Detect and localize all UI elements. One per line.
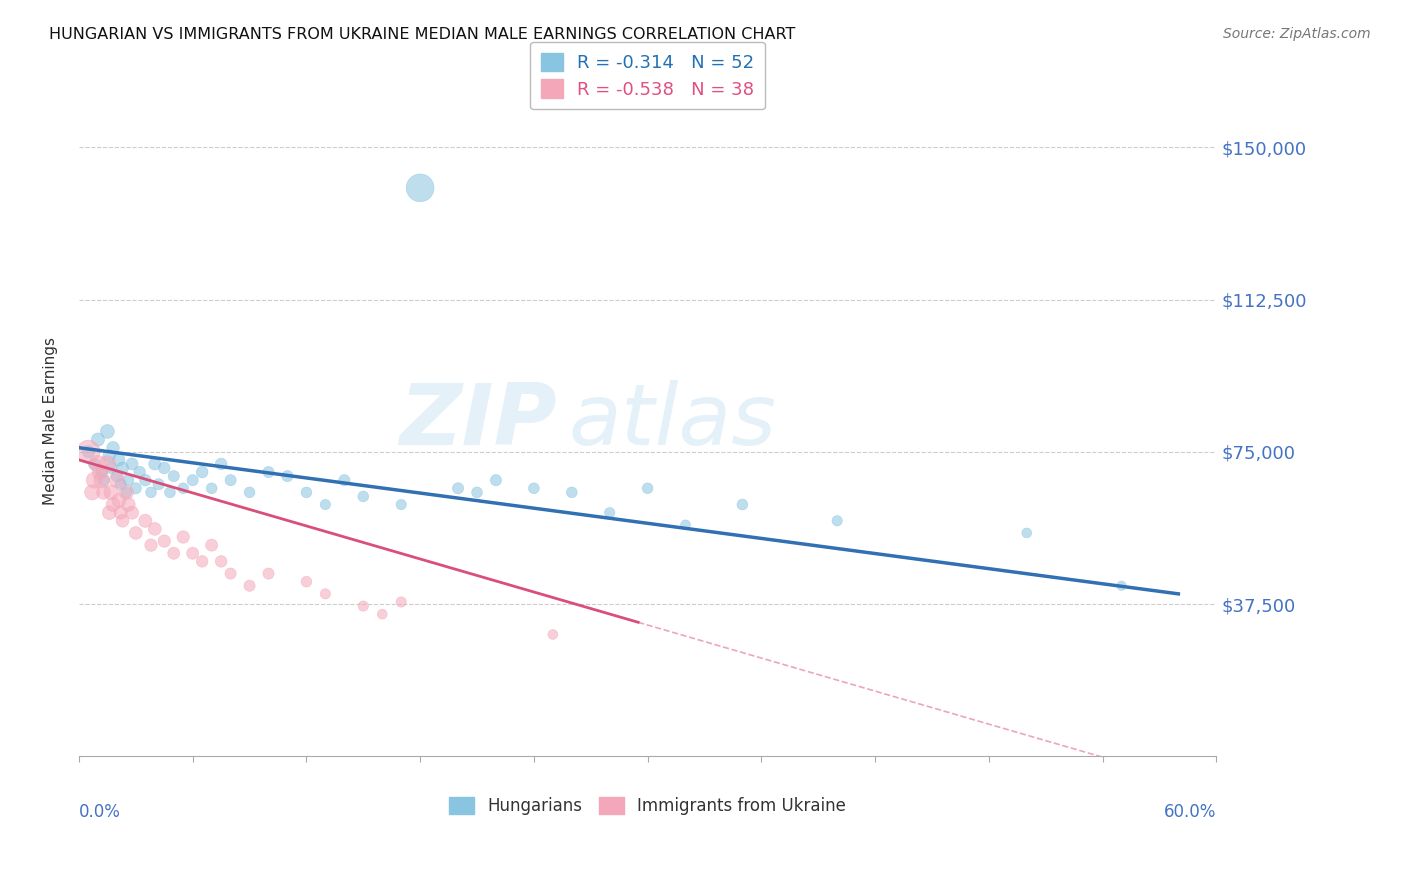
- Point: [98, 449, 121, 463]
- Legend: Hungarians, Immigrants from Ukraine: Hungarians, Immigrants from Ukraine: [443, 790, 853, 822]
- Point: [110, 477, 132, 491]
- Point: [295, 574, 318, 589]
- Point: [485, 473, 508, 487]
- Point: [89, 465, 111, 479]
- Point: [82, 485, 104, 500]
- Point: [409, 181, 432, 195]
- Point: [209, 457, 232, 471]
- Point: [153, 461, 176, 475]
- Point: [153, 534, 176, 549]
- Point: [209, 554, 232, 568]
- Point: [276, 469, 298, 483]
- Point: [201, 481, 224, 495]
- Point: [219, 566, 242, 581]
- Point: [447, 481, 470, 495]
- Text: ZIP: ZIP: [399, 380, 557, 463]
- Point: [87, 433, 110, 447]
- Point: [139, 485, 162, 500]
- Point: [238, 579, 260, 593]
- Point: [352, 490, 374, 504]
- Point: [181, 546, 204, 560]
- Point: [352, 599, 374, 613]
- Point: [599, 506, 621, 520]
- Point: [465, 485, 488, 500]
- Point: [523, 481, 546, 495]
- Point: [143, 457, 166, 471]
- Point: [107, 493, 129, 508]
- Text: 60.0%: 60.0%: [1164, 803, 1216, 822]
- Point: [93, 485, 115, 500]
- Point: [172, 481, 194, 495]
- Point: [134, 514, 156, 528]
- Point: [128, 465, 150, 479]
- Point: [139, 538, 162, 552]
- Point: [110, 506, 132, 520]
- Point: [96, 457, 118, 471]
- Text: 0.0%: 0.0%: [79, 803, 121, 822]
- Point: [1015, 525, 1038, 540]
- Point: [219, 473, 242, 487]
- Point: [83, 457, 105, 471]
- Point: [90, 473, 112, 487]
- Point: [389, 595, 412, 609]
- Point: [159, 485, 181, 500]
- Point: [93, 473, 115, 487]
- Point: [100, 461, 122, 475]
- Point: [371, 607, 394, 622]
- Point: [111, 461, 134, 475]
- Y-axis label: Median Male Earnings: Median Male Earnings: [44, 337, 58, 505]
- Point: [121, 457, 143, 471]
- Point: [731, 498, 754, 512]
- Point: [100, 485, 122, 500]
- Point: [163, 469, 186, 483]
- Point: [172, 530, 194, 544]
- Point: [101, 498, 124, 512]
- Point: [257, 465, 280, 479]
- Point: [115, 485, 138, 500]
- Text: Source: ZipAtlas.com: Source: ZipAtlas.com: [1223, 27, 1371, 41]
- Point: [389, 498, 412, 512]
- Point: [105, 473, 128, 487]
- Point: [825, 514, 848, 528]
- Point: [98, 506, 121, 520]
- Text: HUNGARIAN VS IMMIGRANTS FROM UKRAINE MEDIAN MALE EARNINGS CORRELATION CHART: HUNGARIAN VS IMMIGRANTS FROM UKRAINE MED…: [49, 27, 796, 42]
- Point: [541, 627, 564, 641]
- Point: [77, 444, 100, 458]
- Point: [163, 546, 186, 560]
- Point: [201, 538, 224, 552]
- Point: [90, 465, 112, 479]
- Point: [121, 506, 143, 520]
- Point: [1111, 579, 1133, 593]
- Point: [295, 485, 318, 500]
- Point: [117, 498, 139, 512]
- Point: [181, 473, 204, 487]
- Text: atlas: atlas: [568, 380, 776, 463]
- Point: [125, 481, 148, 495]
- Point: [257, 566, 280, 581]
- Point: [314, 587, 336, 601]
- Point: [117, 473, 139, 487]
- Point: [191, 465, 214, 479]
- Point: [77, 444, 100, 458]
- Point: [333, 473, 356, 487]
- Point: [96, 425, 118, 439]
- Point: [314, 498, 336, 512]
- Point: [107, 453, 129, 467]
- Point: [561, 485, 583, 500]
- Point: [134, 473, 156, 487]
- Point: [105, 469, 128, 483]
- Point: [238, 485, 260, 500]
- Point: [148, 477, 170, 491]
- Point: [191, 554, 214, 568]
- Point: [115, 485, 138, 500]
- Point: [675, 517, 697, 532]
- Point: [83, 473, 105, 487]
- Point: [143, 522, 166, 536]
- Point: [637, 481, 659, 495]
- Point: [111, 514, 134, 528]
- Point: [101, 441, 124, 455]
- Point: [87, 457, 110, 471]
- Point: [125, 525, 148, 540]
